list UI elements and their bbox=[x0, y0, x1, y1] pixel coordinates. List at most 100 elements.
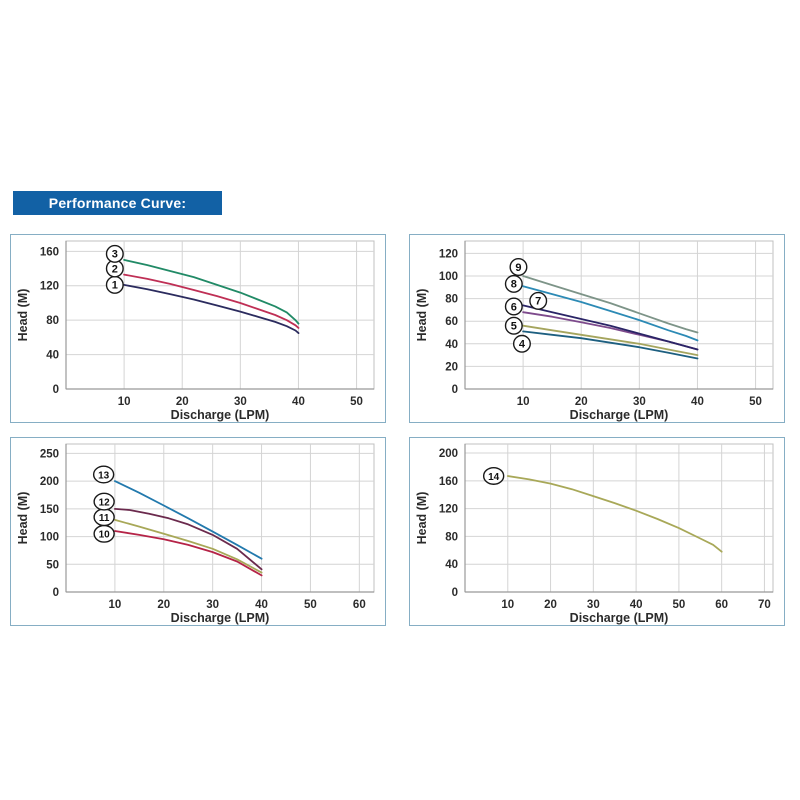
curve-label-number: 7 bbox=[535, 296, 541, 308]
y-tick-label: 40 bbox=[445, 559, 458, 571]
curve-11 bbox=[114, 519, 263, 574]
y-tick-label: 120 bbox=[40, 281, 59, 293]
curve-label-number: 12 bbox=[99, 497, 111, 508]
curve-label-11: 11 bbox=[93, 508, 115, 527]
x-tick-label: 10 bbox=[108, 599, 121, 611]
curve-label-4: 4 bbox=[512, 334, 531, 353]
curve-label-number: 9 bbox=[515, 262, 521, 274]
x-tick-label: 40 bbox=[255, 599, 268, 611]
x-tick-label: 30 bbox=[633, 396, 646, 408]
x-tick-label: 30 bbox=[234, 396, 247, 408]
chart-top-right-svg: 10 20 30 40 50 0 20 40 60 80 100 120 Discharge (LPM)… bbox=[415, 240, 774, 422]
y-tick-label: 120 bbox=[439, 248, 458, 260]
curve-label-1: 1 bbox=[105, 275, 124, 294]
curve-label-number: 2 bbox=[112, 263, 118, 275]
curve-label-circle bbox=[504, 297, 523, 316]
curve-label-circle bbox=[93, 492, 115, 511]
y-tick-label: 160 bbox=[439, 476, 458, 488]
chart-panel-bottom-left: 10 20 30 40 50 60 0 50 100 150 200 250 Discharge (LP… bbox=[10, 437, 386, 626]
x-tick-label: 60 bbox=[353, 599, 366, 611]
x-tick-label: 50 bbox=[672, 599, 685, 611]
curve-7 bbox=[522, 304, 699, 351]
x-axis-label: Discharge (LPM) bbox=[171, 611, 270, 625]
curve-label-circle bbox=[504, 274, 523, 293]
y-tick-label: 0 bbox=[452, 384, 458, 396]
x-tick-label: 10 bbox=[118, 396, 131, 408]
y-axis-label: Head (M) bbox=[16, 492, 30, 545]
curve-5 bbox=[522, 324, 699, 356]
curve-label-14: 14 bbox=[482, 466, 505, 485]
x-tick-label: 50 bbox=[350, 396, 363, 408]
y-tick-label: 250 bbox=[40, 448, 59, 460]
chart-bottom-left-svg: 10 20 30 40 50 60 0 50 100 150 200 250 Discharge (LP… bbox=[16, 443, 375, 625]
x-tick-label: 70 bbox=[758, 599, 771, 611]
curve-label-number: 13 bbox=[98, 470, 110, 481]
x-tick-label: 20 bbox=[575, 396, 588, 408]
curve-14 bbox=[506, 475, 723, 553]
x-tick-label: 30 bbox=[206, 599, 219, 611]
y-tick-label: 100 bbox=[439, 271, 458, 283]
y-tick-label: 20 bbox=[445, 361, 458, 373]
curve-label-13: 13 bbox=[92, 465, 115, 484]
curve-label-3: 3 bbox=[105, 244, 124, 263]
y-tick-label: 120 bbox=[439, 504, 458, 516]
curve-label-6: 6 bbox=[504, 297, 523, 316]
curve-1 bbox=[123, 284, 300, 334]
y-axis-label: Head (M) bbox=[415, 492, 429, 545]
curve-12 bbox=[114, 508, 263, 571]
x-axis-label: Discharge (LPM) bbox=[570, 408, 669, 422]
x-tick-label: 30 bbox=[587, 599, 600, 611]
x-tick-label: 10 bbox=[501, 599, 514, 611]
x-tick-label: 60 bbox=[715, 599, 728, 611]
curve-label-number: 5 bbox=[511, 321, 517, 333]
curve-label-number: 14 bbox=[488, 472, 500, 483]
x-tick-label: 50 bbox=[304, 599, 317, 611]
curve-8 bbox=[522, 285, 699, 342]
x-axis-label: Discharge (LPM) bbox=[171, 408, 270, 422]
y-tick-label: 0 bbox=[452, 587, 458, 599]
curve-label-circle bbox=[504, 316, 523, 335]
chart-panel-top-right: 10 20 30 40 50 0 20 40 60 80 100 120 Discharge (LPM)… bbox=[409, 234, 785, 423]
y-tick-label: 200 bbox=[40, 476, 59, 488]
y-axis-label: Head (M) bbox=[415, 289, 429, 342]
curve-2 bbox=[123, 273, 300, 329]
curve-4 bbox=[522, 330, 699, 360]
y-tick-label: 100 bbox=[40, 532, 59, 544]
x-tick-label: 20 bbox=[544, 599, 557, 611]
x-tick-label: 40 bbox=[292, 396, 305, 408]
curve-label-9: 9 bbox=[509, 257, 528, 276]
y-tick-label: 0 bbox=[53, 384, 59, 396]
x-tick-label: 20 bbox=[157, 599, 170, 611]
y-tick-label: 80 bbox=[445, 531, 458, 543]
section-title-bar: Performance Curve: bbox=[13, 191, 222, 215]
chart-top-left-svg: 10 20 30 40 50 0 40 80 120 160 Discharge (LPM) Head… bbox=[16, 240, 375, 422]
plot-border bbox=[464, 443, 774, 593]
curve-label-number: 1 bbox=[112, 280, 118, 292]
chart-panel-top-left: 10 20 30 40 50 0 40 80 120 160 Discharge (LPM) Head… bbox=[10, 234, 386, 423]
y-tick-label: 0 bbox=[53, 587, 59, 599]
curve-label-7: 7 bbox=[529, 291, 548, 310]
y-tick-label: 40 bbox=[445, 339, 458, 351]
curve-label-8: 8 bbox=[504, 274, 523, 293]
y-tick-label: 200 bbox=[439, 448, 458, 460]
section-title: Performance Curve: bbox=[48, 195, 187, 211]
curve-label-number: 3 bbox=[112, 249, 118, 261]
x-tick-label: 40 bbox=[630, 599, 643, 611]
curve-label-number: 6 bbox=[511, 301, 517, 313]
y-tick-label: 80 bbox=[46, 315, 59, 327]
x-tick-label: 40 bbox=[691, 396, 704, 408]
x-tick-label: 20 bbox=[176, 396, 189, 408]
y-tick-label: 50 bbox=[46, 559, 59, 571]
chart-panel-bottom-right: 10 20 30 40 50 60 70 0 40 80 120 160 200 Discharge (L… bbox=[409, 437, 785, 626]
y-tick-label: 60 bbox=[445, 316, 458, 328]
curve-label-10: 10 bbox=[93, 524, 115, 543]
y-tick-label: 80 bbox=[445, 294, 458, 306]
curve-label-circle bbox=[105, 244, 124, 263]
x-tick-label: 10 bbox=[517, 396, 530, 408]
curve-label-number: 10 bbox=[99, 530, 111, 541]
curve-label-5: 5 bbox=[504, 316, 523, 335]
y-tick-label: 160 bbox=[40, 246, 59, 258]
curve-3 bbox=[123, 259, 300, 325]
curve-label-circle bbox=[92, 465, 115, 484]
